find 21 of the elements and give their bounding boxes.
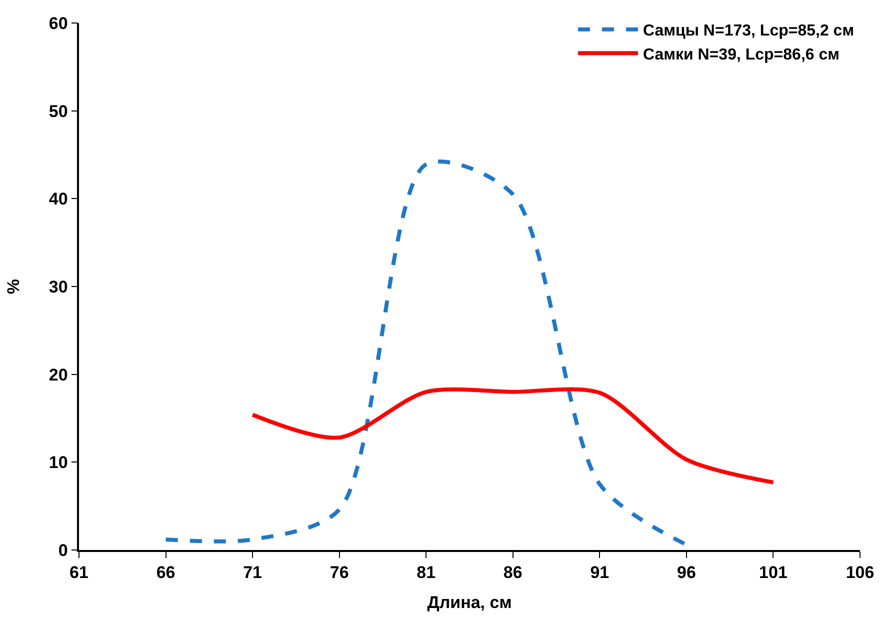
y-axis-title: %	[4, 278, 23, 294]
legend-label: Самцы N=173, Lср=85,2 см	[643, 22, 854, 40]
y-tick-label: 10	[48, 453, 68, 472]
y-tick-label: 40	[48, 190, 68, 209]
x-tick-label: 91	[590, 563, 610, 582]
x-tick-label: 106	[846, 563, 874, 582]
x-tick-label: 96	[676, 563, 696, 582]
x-tick-label: 81	[416, 563, 436, 582]
legend-label: Самки N=39, Lср=86,6 см	[643, 46, 840, 64]
y-tick-label: 60	[48, 14, 68, 33]
y-tick-label: 50	[48, 102, 68, 121]
x-tick-label: 71	[243, 563, 262, 582]
x-tick-label: 101	[759, 563, 788, 582]
x-tick-label: 86	[503, 563, 522, 582]
y-tick-label: 30	[48, 277, 68, 296]
x-tick-label: 66	[156, 563, 176, 582]
y-tick-label: 0	[58, 540, 68, 560]
x-tick-label: 76	[330, 563, 349, 582]
y-tick-label: 20	[48, 365, 68, 384]
x-tick-label: 61	[70, 563, 88, 582]
x-axis-title: Длина, см	[427, 593, 512, 612]
